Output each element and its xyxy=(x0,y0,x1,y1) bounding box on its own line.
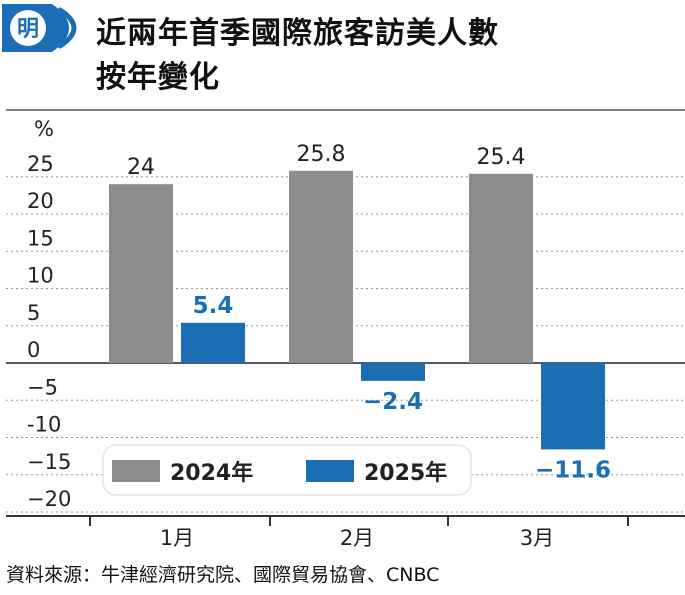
data-label: 24 xyxy=(127,155,155,180)
x-tick-label: 1月 xyxy=(160,526,194,550)
logo: 明 xyxy=(2,4,77,52)
x-tick-label: 3月 xyxy=(520,526,554,550)
bar-2024 xyxy=(109,184,173,363)
data-label: 25.4 xyxy=(477,145,526,170)
bar-2024 xyxy=(289,170,353,363)
bar-2025 xyxy=(181,322,245,363)
y-axis-unit-label: % xyxy=(34,117,54,141)
bar-2024 xyxy=(469,173,533,363)
legend-label-2025: 2025年 xyxy=(364,461,448,486)
chart-title-line1: 近兩年首季國際旅客訪美人數 xyxy=(96,16,499,51)
legend-label-2024: 2024年 xyxy=(170,461,254,486)
y-tick-label: −20 xyxy=(27,487,71,511)
source-note: 資料來源：牛津經濟研究院、國際貿易協會、CNBC xyxy=(6,564,440,586)
legend-item-2024: 2024年 xyxy=(112,455,253,487)
y-tick-label: -10 xyxy=(27,413,61,437)
bar-2025 xyxy=(541,363,605,450)
y-tick-label: 5 xyxy=(27,301,40,325)
data-label: 5.4 xyxy=(193,293,234,319)
bar-2025 xyxy=(361,363,425,381)
legend-item-2025: 2025年 xyxy=(306,455,447,487)
y-tick-label: −15 xyxy=(27,450,71,474)
legend-swatch-2024 xyxy=(112,460,160,482)
x-tick-label: 2月 xyxy=(340,526,374,550)
y-tick-label: 15 xyxy=(27,226,54,250)
data-label: 25.8 xyxy=(297,142,346,167)
legend-swatch-2025 xyxy=(306,460,354,482)
data-label: −11.6 xyxy=(535,457,611,483)
data-label: −2.4 xyxy=(363,389,423,415)
y-tick-label: 20 xyxy=(27,189,54,213)
y-tick-label: 10 xyxy=(27,264,54,288)
legend: 2024年 2025年 xyxy=(104,446,470,494)
y-tick-label: −5 xyxy=(27,375,58,399)
logo-text: 明 xyxy=(17,17,39,42)
y-tick-label: 25 xyxy=(27,152,54,176)
chart-title-line2: 按年變化 xyxy=(96,60,220,95)
y-tick-label: 0 xyxy=(27,338,40,362)
